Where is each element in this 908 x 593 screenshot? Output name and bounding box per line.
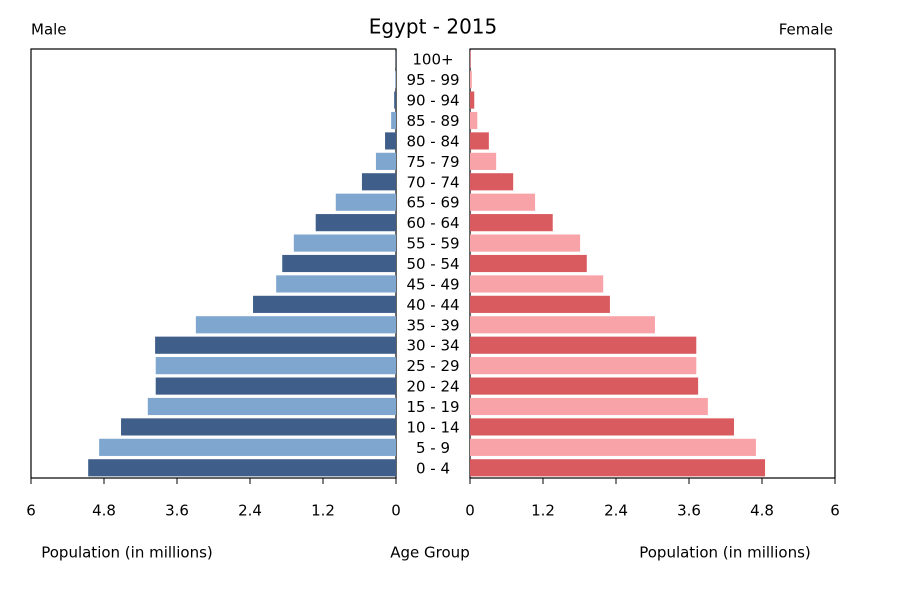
age-group-label: 55 - 59 [406, 235, 459, 253]
bar [282, 254, 396, 273]
x-axis-label-left: Population (in millions) [41, 544, 213, 562]
x-tick-label: 3.6 [165, 502, 189, 520]
bar [470, 132, 489, 150]
bar [470, 193, 536, 211]
bar [470, 71, 472, 89]
age-group-label: 35 - 39 [406, 316, 459, 334]
x-axis-label-right: Population (in millions) [639, 544, 811, 562]
age-group-label: 90 - 94 [406, 92, 459, 110]
bar [361, 173, 396, 191]
bar [470, 50, 471, 68]
bar [391, 111, 396, 130]
x-tick-label: 1.2 [531, 502, 555, 520]
bar [470, 254, 587, 273]
x-tick-label: 1.2 [311, 502, 335, 520]
age-group-label: 15 - 19 [406, 398, 459, 416]
age-group-label: 95 - 99 [406, 71, 459, 89]
age-group-label: 10 - 14 [406, 418, 459, 436]
bar [394, 91, 396, 109]
x-tick-label: 0 [465, 502, 475, 520]
age-group-label: 65 - 69 [406, 194, 459, 212]
bar [121, 418, 397, 436]
age-group-label: 30 - 34 [406, 337, 459, 355]
bar [470, 459, 766, 477]
age-group-label: 45 - 49 [406, 275, 459, 293]
age-group-label: 70 - 74 [406, 173, 459, 191]
x-tick-label: 2.4 [604, 502, 628, 520]
bar [293, 234, 396, 252]
bar [315, 214, 396, 232]
bar [470, 418, 735, 436]
bar [147, 397, 396, 416]
bar [470, 91, 475, 109]
bar [470, 111, 478, 130]
bar [470, 152, 497, 170]
age-group-label: 80 - 84 [406, 132, 459, 150]
bar [375, 152, 396, 170]
bar [385, 132, 396, 150]
bar [470, 357, 697, 375]
center-label: Age Group [390, 544, 469, 562]
chart-title: Egypt - 2015 [369, 15, 498, 39]
bar [470, 275, 604, 293]
bar [470, 173, 514, 191]
age-group-label: 0 - 4 [416, 459, 450, 477]
legend-right: Female [779, 21, 833, 39]
bar [470, 397, 708, 416]
bar [470, 377, 699, 395]
legend-left: Male [31, 21, 67, 39]
bar [155, 377, 396, 395]
bar [88, 459, 396, 477]
bar [253, 295, 396, 313]
x-tick-label: 0 [391, 502, 401, 520]
age-group-label: 85 - 89 [406, 112, 459, 130]
bar [335, 193, 396, 211]
age-group-label: 100+ [412, 51, 453, 69]
x-tick-label: 4.8 [92, 502, 116, 520]
bar [276, 275, 396, 293]
bar [155, 336, 396, 354]
bar [195, 316, 396, 334]
x-tick-label: 6 [26, 502, 36, 520]
bar [155, 357, 396, 375]
age-group-label: 20 - 24 [406, 378, 459, 396]
x-tick-label: 6 [830, 502, 840, 520]
bar [99, 438, 396, 456]
bar [470, 438, 756, 456]
age-group-label: 50 - 54 [406, 255, 459, 273]
age-group-label: 40 - 44 [406, 296, 459, 314]
x-tick-label: 3.6 [677, 502, 701, 520]
age-group-label: 75 - 79 [406, 153, 459, 171]
age-group-label: 5 - 9 [416, 439, 450, 457]
bar [470, 234, 581, 252]
bar [470, 316, 655, 334]
age-group-label: 60 - 64 [406, 214, 459, 232]
x-tick-label: 4.8 [750, 502, 774, 520]
bar [470, 295, 610, 313]
bar [470, 214, 553, 232]
bar [470, 336, 697, 354]
age-group-label: 25 - 29 [406, 357, 459, 375]
x-tick-label: 2.4 [238, 502, 262, 520]
bar [395, 71, 396, 89]
